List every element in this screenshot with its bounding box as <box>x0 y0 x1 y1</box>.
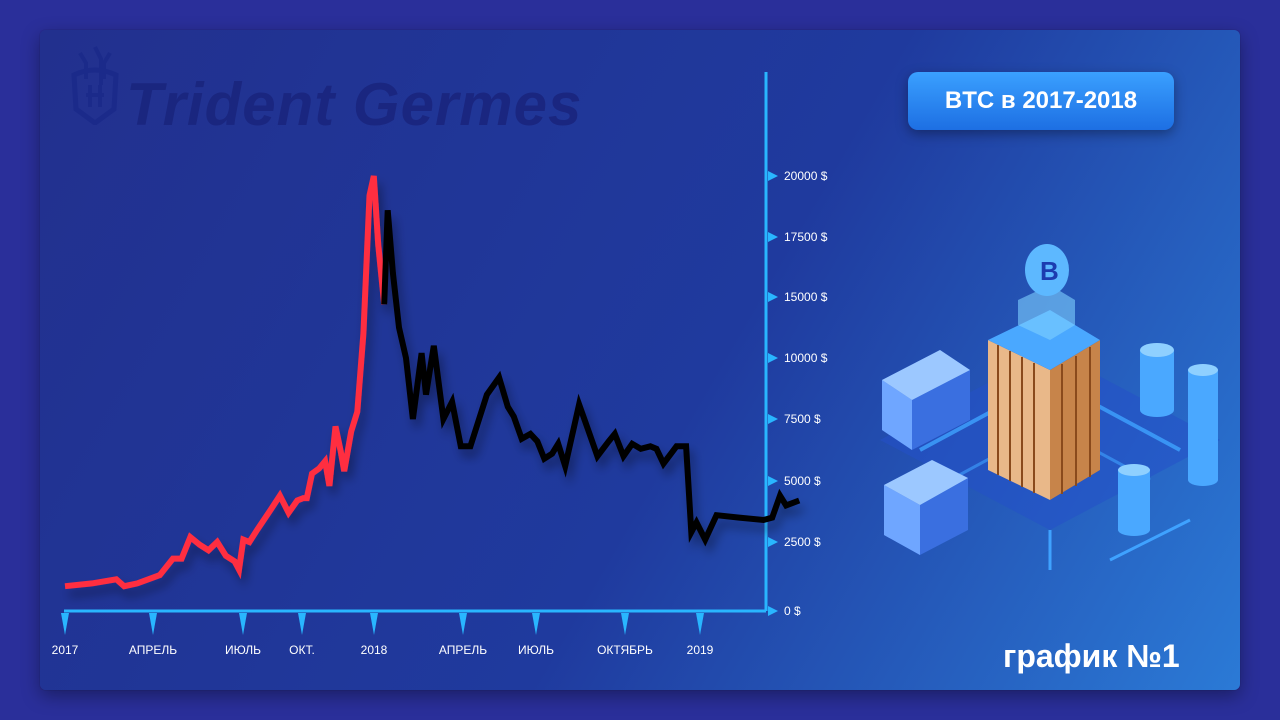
y-tick-arrow <box>768 414 778 424</box>
y-tick-label: 5000 $ <box>784 474 821 488</box>
y-tick-label: 20000 $ <box>784 169 828 183</box>
x-tick-label: ИЮЛЬ <box>225 643 261 657</box>
x-tick-mark <box>239 613 247 635</box>
y-tick-arrow <box>768 232 778 242</box>
y-tick-label: 2500 $ <box>784 535 821 549</box>
x-tick-mark <box>459 613 467 635</box>
crypto-city-illustration: B <box>880 244 1220 570</box>
x-tick-mark <box>696 613 704 635</box>
svg-text:B: B <box>1040 256 1059 286</box>
y-tick-label: 10000 $ <box>784 351 828 365</box>
x-tick-mark <box>370 613 378 635</box>
x-tick-mark <box>149 613 157 635</box>
fall-series-line <box>381 209 801 547</box>
x-tick-mark <box>621 613 629 635</box>
y-tick-arrow <box>768 476 778 486</box>
y-tick-label: 15000 $ <box>784 290 828 304</box>
brand-logo-text: Trident Germes <box>126 71 583 138</box>
x-tick-mark <box>532 613 540 635</box>
y-tick-label: 17500 $ <box>784 230 828 244</box>
chart-title-badge: BTC в 2017-2018 <box>908 72 1174 130</box>
x-tick-label: ИЮЛЬ <box>518 643 554 657</box>
trident-logo-icon <box>71 46 119 125</box>
x-tick-mark <box>298 613 306 635</box>
y-tick-label: 0 $ <box>784 604 801 618</box>
y-tick-arrow <box>768 606 778 616</box>
x-tick-label: ОКТ. <box>289 643 315 657</box>
x-tick-label: АПРЕЛЬ <box>439 643 487 657</box>
x-tick-label: 2018 <box>361 643 388 657</box>
x-tick-label: ОКТЯБРЬ <box>597 643 653 657</box>
y-tick-arrow <box>768 292 778 302</box>
tick-labels: 0 $ 2500 $ 5000 $ 7500 $ 10000 $ 15000 $ 17500… <box>52 169 828 657</box>
y-tick-arrow <box>768 171 778 181</box>
x-tick-label: 2019 <box>687 643 714 657</box>
x-tick-label: 2017 <box>52 643 79 657</box>
y-tick-arrow <box>768 537 778 547</box>
y-tick-arrow <box>768 353 778 363</box>
x-tick-label: АПРЕЛЬ <box>129 643 177 657</box>
y-tick-label: 7500 $ <box>784 412 821 426</box>
rise-series-line <box>64 175 388 590</box>
series-lines <box>64 175 801 590</box>
x-tick-mark <box>61 613 69 635</box>
chart-number-label: график №1 <box>1003 638 1180 674</box>
